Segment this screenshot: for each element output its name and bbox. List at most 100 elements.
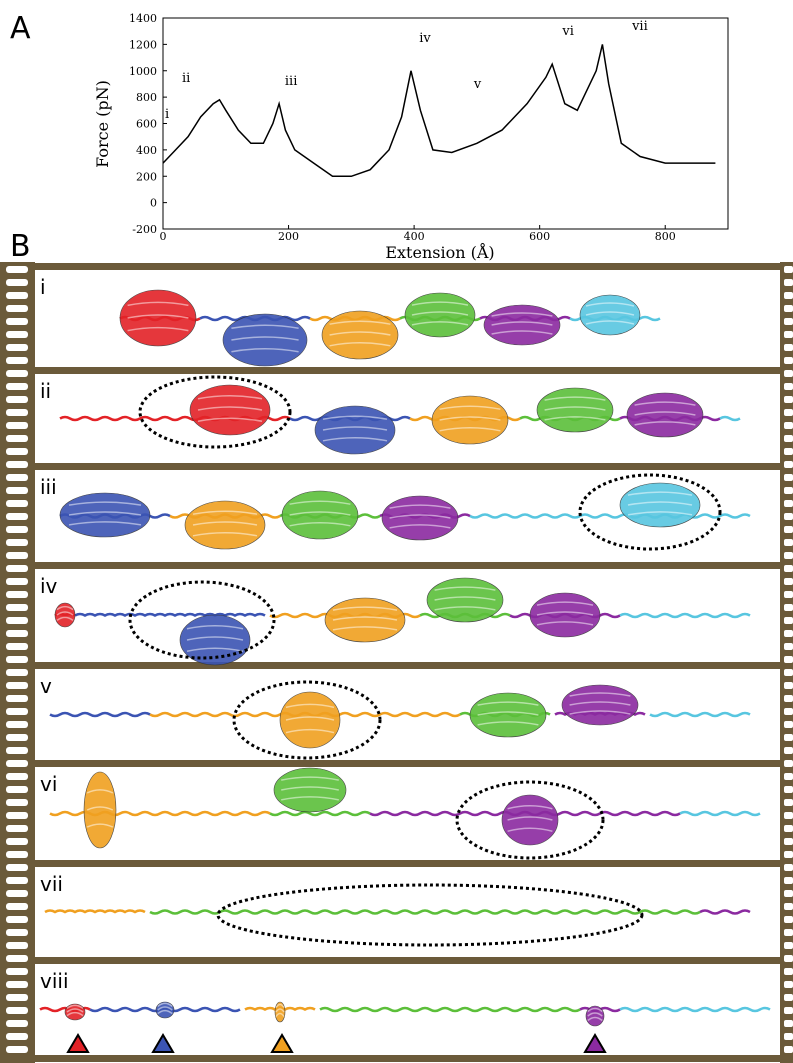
- chain: [150, 911, 700, 914]
- film-hole: [6, 942, 28, 949]
- film-hole: [6, 968, 28, 975]
- film-hole: [784, 1007, 793, 1014]
- film-hole: [784, 747, 793, 754]
- film-hole: [784, 1046, 793, 1053]
- marker-triangle: [153, 1035, 173, 1052]
- film-hole: [6, 695, 28, 702]
- film-hole: [6, 669, 28, 676]
- frame-bar: [30, 367, 782, 374]
- film-hole: [784, 396, 793, 403]
- x-axis-label: Extension (Å): [385, 242, 494, 262]
- frame-label: vii: [40, 872, 63, 896]
- film-hole: [784, 968, 793, 975]
- film-hole: [784, 500, 793, 507]
- film-hole: [6, 279, 28, 286]
- film-hole: [6, 487, 28, 494]
- x-tick-label: 800: [655, 230, 676, 243]
- panel-label: A: [10, 11, 31, 46]
- frame-label: iii: [40, 475, 57, 499]
- film-hole: [6, 799, 28, 806]
- film-hole: [6, 838, 28, 845]
- film-hole: [784, 1020, 793, 1027]
- film-hole: [784, 448, 793, 455]
- peak-label: i: [165, 107, 169, 122]
- film-hole: [6, 916, 28, 923]
- film-hole: [6, 877, 28, 884]
- film-hole: [784, 643, 793, 650]
- film-hole: [6, 903, 28, 910]
- film-hole: [784, 604, 793, 611]
- plot-frame: [163, 18, 728, 229]
- film-hole: [6, 604, 28, 611]
- frame-bar: [30, 860, 782, 867]
- chain: [470, 515, 750, 518]
- film-hole: [784, 487, 793, 494]
- film-hole: [784, 682, 793, 689]
- film-hole: [6, 773, 28, 780]
- film-hole: [784, 669, 793, 676]
- film-hole: [6, 396, 28, 403]
- film-hole: [784, 539, 793, 546]
- frame-label: viii: [40, 969, 69, 993]
- chain: [680, 812, 760, 815]
- film-hole: [784, 344, 793, 351]
- film-hole: [6, 1007, 28, 1014]
- film-hole: [6, 617, 28, 624]
- film-hole: [784, 890, 793, 897]
- film-hole: [784, 409, 793, 416]
- figure: A B Extension (Å) Force (pN) 02004006008…: [0, 0, 793, 1063]
- film-hole: [6, 513, 28, 520]
- film-hole: [6, 825, 28, 832]
- y-tick-label: 0: [150, 197, 157, 210]
- peak-label: v: [473, 77, 482, 92]
- film-hole: [784, 955, 793, 962]
- film-hole: [784, 773, 793, 780]
- film-hole: [784, 786, 793, 793]
- film-hole: [784, 929, 793, 936]
- film-hole: [6, 344, 28, 351]
- film-hole: [6, 409, 28, 416]
- film-hole: [784, 591, 793, 598]
- film-hole: [6, 955, 28, 962]
- film-hole: [6, 552, 28, 559]
- marker-triangle: [68, 1035, 88, 1052]
- film-hole: [784, 656, 793, 663]
- marker-triangle: [272, 1035, 292, 1052]
- film-hole: [6, 1033, 28, 1040]
- chain: [50, 713, 150, 716]
- chain: [620, 1008, 770, 1011]
- film-hole: [6, 643, 28, 650]
- film-hole: [784, 864, 793, 871]
- film-hole: [6, 656, 28, 663]
- frame-bar: [30, 263, 782, 270]
- chain: [650, 713, 750, 716]
- film-hole: [784, 357, 793, 364]
- y-tick-label: 800: [136, 91, 157, 104]
- frame-bar: [30, 662, 782, 669]
- film-hole: [6, 318, 28, 325]
- film-hole: [6, 994, 28, 1001]
- film-hole: [784, 942, 793, 949]
- film-hole: [6, 682, 28, 689]
- y-tick-label: 200: [136, 170, 157, 183]
- film-hole: [6, 500, 28, 507]
- film-hole: [6, 539, 28, 546]
- film-hole: [6, 981, 28, 988]
- film-hole: [6, 370, 28, 377]
- film-hole: [784, 617, 793, 624]
- chain: [320, 1008, 580, 1011]
- y-tick-label: -200: [132, 223, 157, 236]
- film-hole: [6, 331, 28, 338]
- film-hole: [6, 383, 28, 390]
- film-hole: [784, 370, 793, 377]
- x-tick-label: 400: [404, 230, 425, 243]
- film-hole: [6, 266, 28, 273]
- film-hole: [6, 591, 28, 598]
- film-hole: [6, 305, 28, 312]
- film-hole: [6, 435, 28, 442]
- film-hole: [6, 1046, 28, 1053]
- film-hole: [6, 812, 28, 819]
- film-hole: [784, 513, 793, 520]
- film-hole: [6, 526, 28, 533]
- film-hole: [784, 279, 793, 286]
